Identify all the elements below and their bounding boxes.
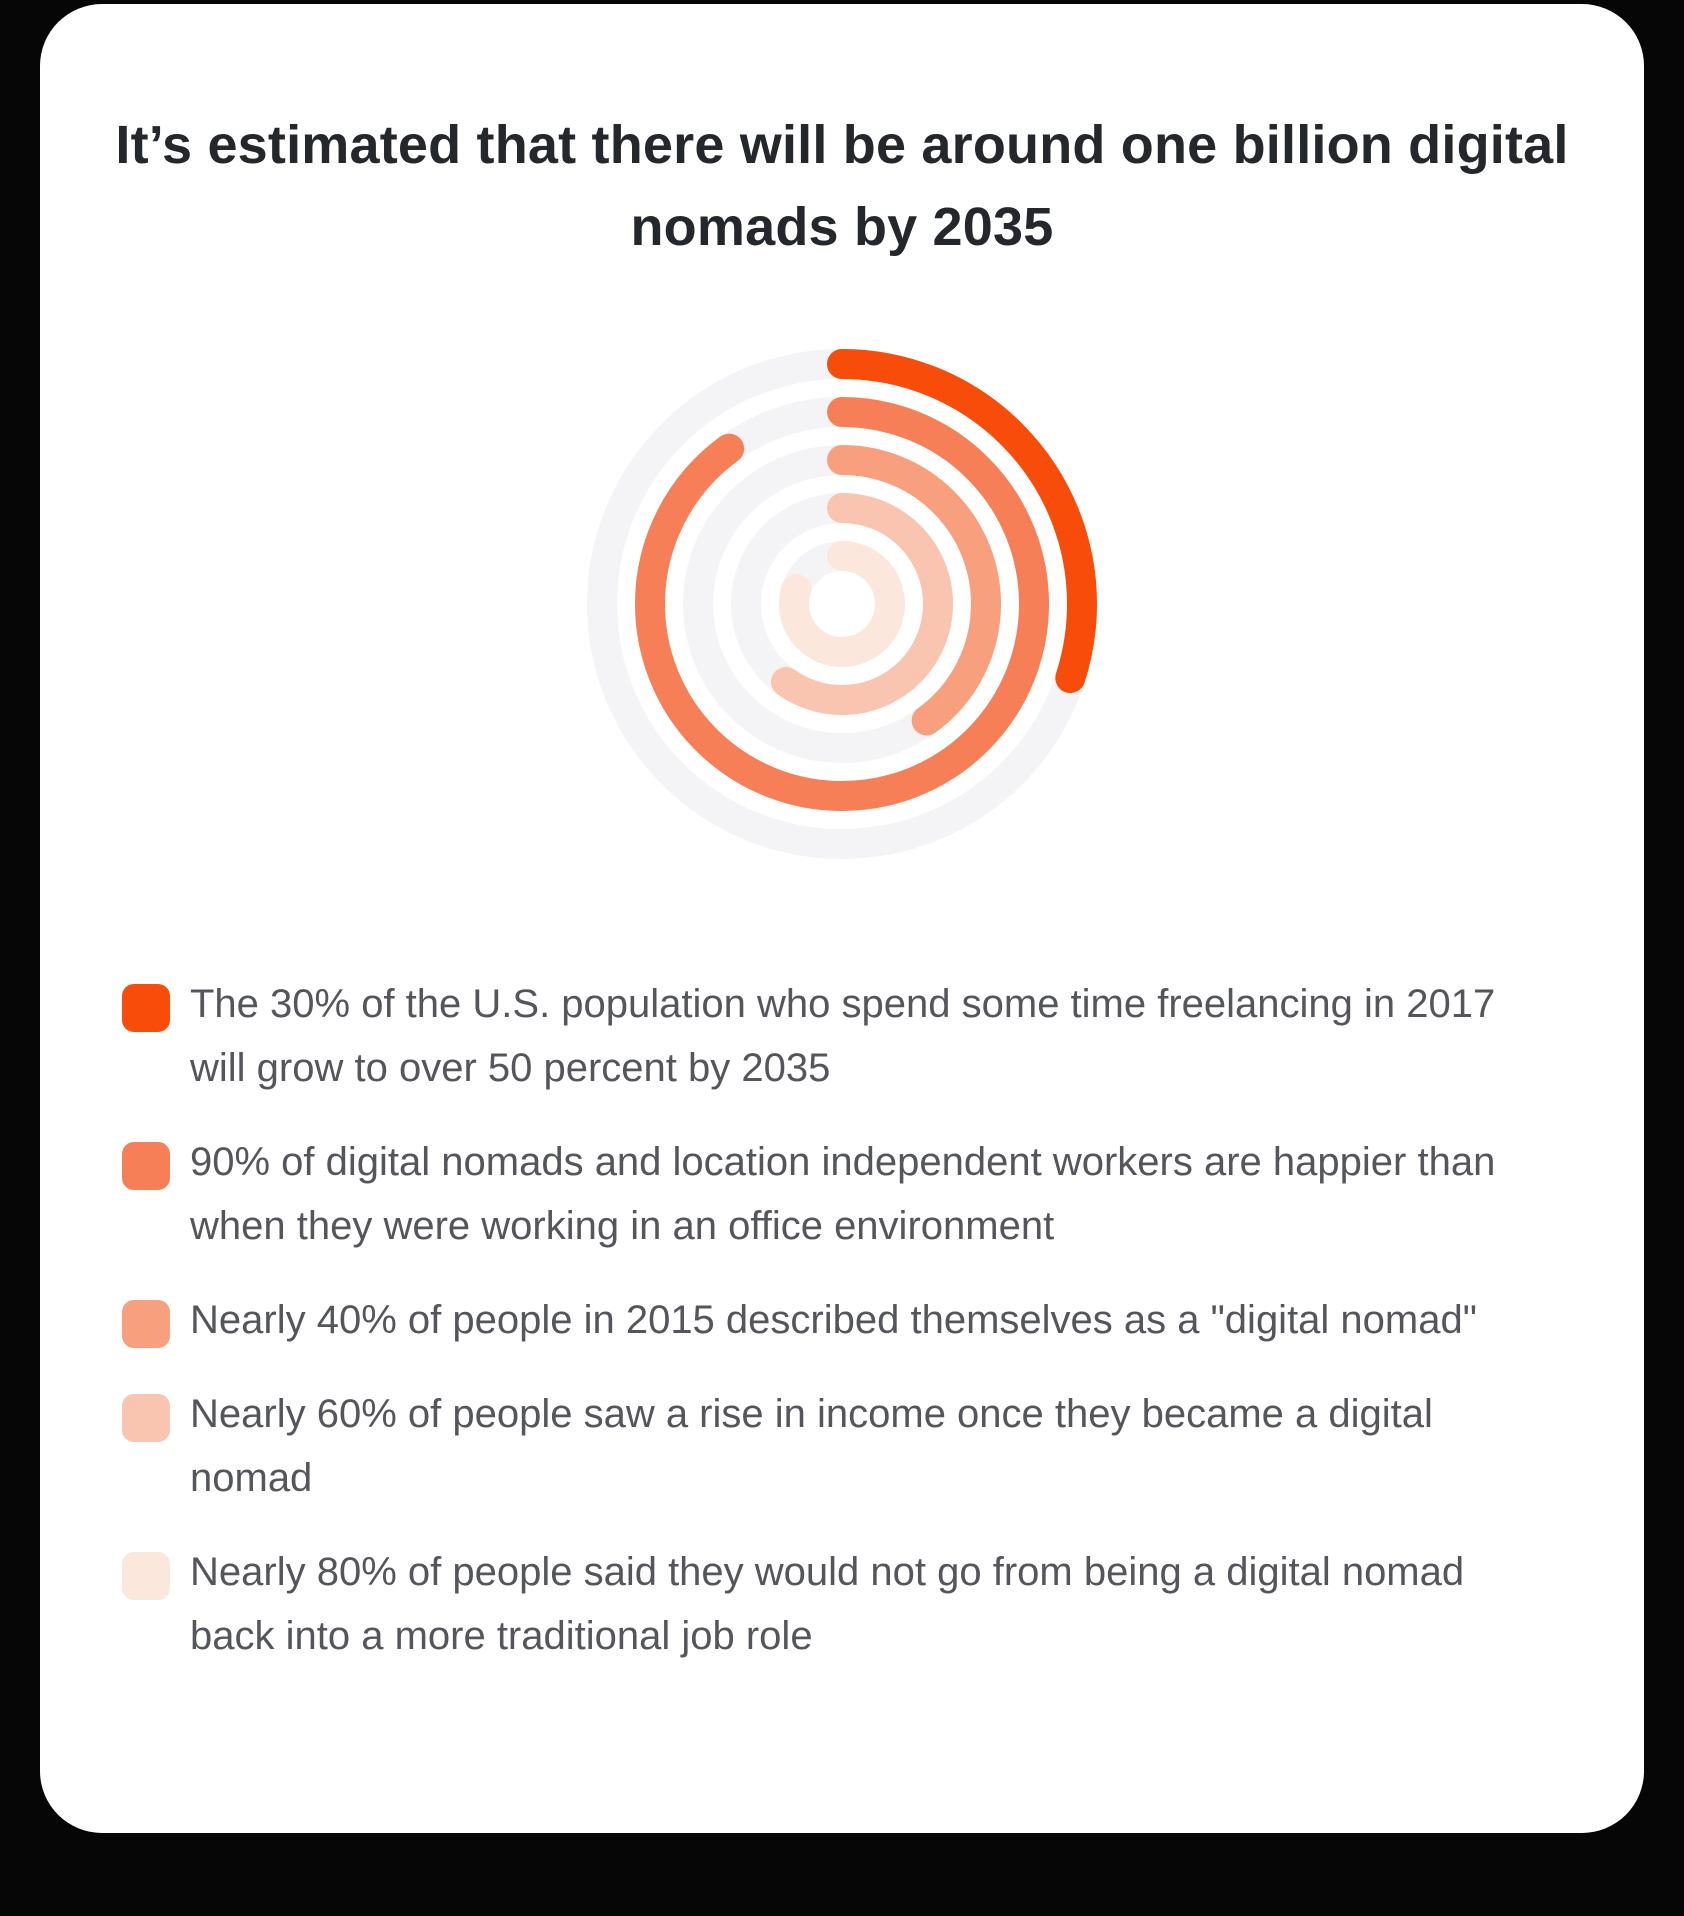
legend-item: Nearly 60% of people saw a rise in incom… (122, 1382, 1544, 1510)
chart-area (40, 324, 1644, 884)
legend-item: Nearly 80% of people said they would not… (122, 1540, 1544, 1668)
legend-swatch (122, 1552, 170, 1600)
infographic-card: It’s estimated that there will be around… (40, 4, 1644, 1833)
chart-ring-arc-no-return (779, 541, 905, 667)
chart-ring-arc-freelancing (587, 349, 1097, 859)
page-title: It’s estimated that there will be around… (115, 115, 1569, 257)
legend-label: The 30% of the U.S. population who spend… (190, 982, 1496, 1090)
legend: The 30% of the U.S. population who spend… (122, 972, 1544, 1668)
legend-item: 90% of digital nomads and location indep… (122, 1130, 1544, 1258)
legend-label: 90% of digital nomads and location indep… (190, 1140, 1496, 1248)
legend-label: Nearly 40% of people in 2015 described t… (190, 1298, 1477, 1342)
radial-progress-chart (587, 349, 1097, 859)
chart-ring-arc-self-described (683, 445, 1001, 763)
legend-label: Nearly 80% of people said they would not… (190, 1550, 1465, 1658)
chart-ring-arc-income-rise (731, 493, 953, 715)
legend-swatch (122, 1394, 170, 1442)
legend-swatch (122, 1300, 170, 1348)
chart-ring-arc-happier (635, 397, 1049, 811)
legend-item: The 30% of the U.S. population who spend… (122, 972, 1544, 1100)
legend-swatch (122, 984, 170, 1032)
legend-item: Nearly 40% of people in 2015 described t… (122, 1288, 1544, 1352)
legend-swatch (122, 1142, 170, 1190)
legend-label: Nearly 60% of people saw a rise in incom… (190, 1392, 1433, 1500)
